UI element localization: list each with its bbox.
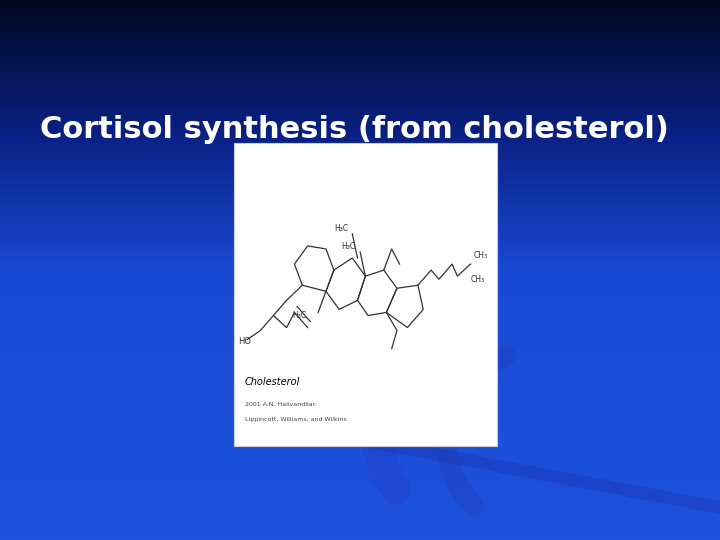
Text: 2001 A.N. Halivandliac: 2001 A.N. Halivandliac [245, 402, 315, 407]
Text: Cholesterol: Cholesterol [245, 377, 300, 387]
Text: CH₃: CH₃ [471, 275, 485, 284]
Text: H₃C: H₃C [292, 312, 306, 321]
Text: Lippincott, Williams, and Wilkins: Lippincott, Williams, and Wilkins [245, 417, 346, 422]
Text: HO: HO [238, 337, 251, 346]
Text: H₃C: H₃C [342, 242, 356, 251]
FancyBboxPatch shape [234, 143, 497, 446]
Text: H₃C: H₃C [334, 224, 348, 233]
Text: CH₃: CH₃ [473, 251, 487, 260]
Text: Cortisol synthesis (from cholesterol): Cortisol synthesis (from cholesterol) [40, 115, 668, 144]
